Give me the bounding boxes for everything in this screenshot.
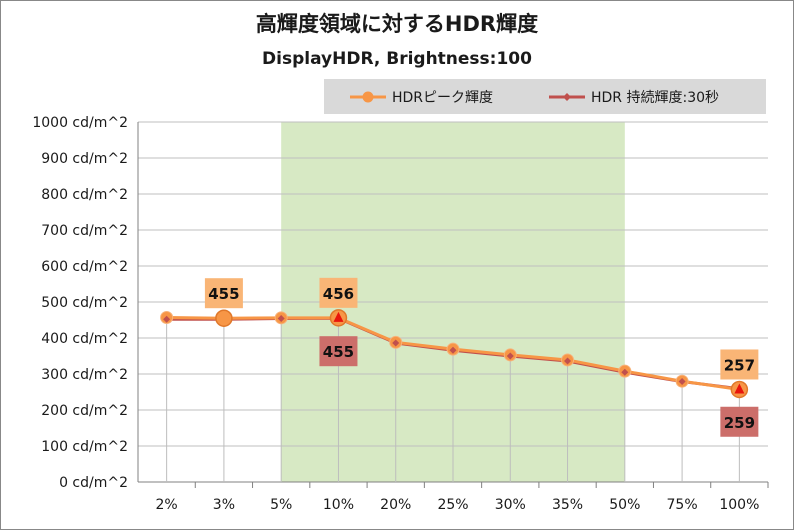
data-label: 456 <box>323 285 354 303</box>
x-tick-label: 100% <box>719 497 759 513</box>
x-tick-label: 30% <box>495 497 526 513</box>
legend: HDRピーク輝度 HDR 持続輝度:30秒 <box>324 79 766 114</box>
x-tick-label: 35% <box>552 497 583 513</box>
sustained-marker <box>506 352 514 360</box>
y-tick-label: 500 cd/m^2 <box>41 295 128 311</box>
data-label-box <box>319 336 358 367</box>
data-label-box <box>720 406 759 437</box>
x-tick-label: 5% <box>270 497 292 513</box>
chart-title: 高輝度領域に対するHDR輝度 <box>256 12 538 36</box>
legend-background <box>324 79 766 114</box>
y-tick-label: 400 cd/m^2 <box>41 331 128 347</box>
y-tick-label: 600 cd/m^2 <box>41 259 128 275</box>
sustained-marker-triangle <box>333 311 344 322</box>
x-tick-label: 10% <box>323 497 354 513</box>
y-tick-label: 800 cd/m^2 <box>41 187 128 203</box>
sustained-marker <box>163 315 171 323</box>
legend-label: HDRピーク輝度 <box>392 90 493 106</box>
x-tick-label: 2% <box>156 497 178 513</box>
data-label: 455 <box>323 343 354 361</box>
data-label-box <box>319 277 358 308</box>
sustained-marker <box>392 339 400 347</box>
y-tick-label: 1000 cd/m^2 <box>32 115 128 131</box>
y-tick-label: 900 cd/m^2 <box>41 151 128 167</box>
y-tick-label: 0 cd/m^2 <box>59 475 128 491</box>
legend-marker <box>362 91 374 103</box>
sustained-marker-triangle <box>734 383 745 394</box>
chart-subtitle: DisplayHDR, Brightness:100 <box>262 49 532 69</box>
sustained-marker <box>277 315 285 323</box>
data-label: 257 <box>724 356 755 374</box>
data-label-box <box>720 349 759 380</box>
legend-label: HDR 持続輝度:30秒 <box>591 89 719 106</box>
y-tick-label: 700 cd/m^2 <box>41 223 128 239</box>
sustained-marker <box>564 357 572 365</box>
x-tick-label: 25% <box>437 497 468 513</box>
data-label: 259 <box>724 414 755 432</box>
x-tick-label: 3% <box>213 497 235 513</box>
x-tick-label: 20% <box>380 497 411 513</box>
sustained-marker <box>449 346 457 354</box>
peak-marker-large <box>215 309 233 327</box>
data-label-box <box>204 278 243 309</box>
plot-area: 0 cd/m^2 100 cd/m^2 200 cd/m^2 300 cd/m^2 40… <box>32 115 769 513</box>
y-tick-label: 100 cd/m^2 <box>41 439 128 455</box>
data-label: 455 <box>208 285 239 303</box>
legend-marker <box>563 93 571 101</box>
x-tick-label: 50% <box>609 497 640 513</box>
x-tick-label: 75% <box>667 497 698 513</box>
y-tick-label: 300 cd/m^2 <box>41 367 128 383</box>
y-tick-label: 200 cd/m^2 <box>41 403 128 419</box>
sustained-marker <box>621 368 629 376</box>
sustained-marker <box>678 378 686 386</box>
